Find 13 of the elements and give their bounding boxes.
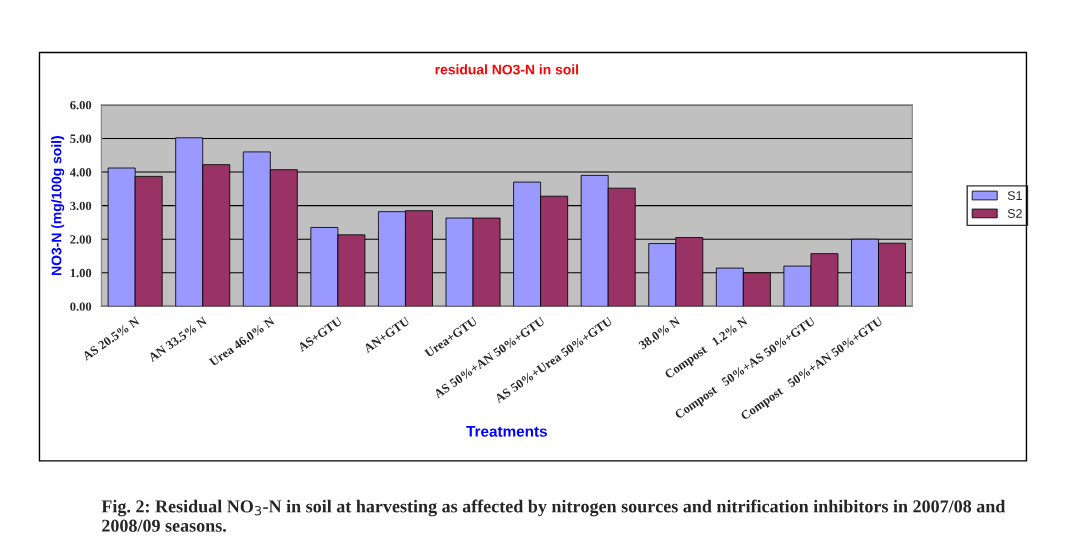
x-axis-title: Treatments: [466, 426, 547, 437]
legend-label: S2: [1007, 209, 1022, 218]
y-tick-label: 4.00: [69, 168, 92, 177]
legend-label: S1: [1007, 191, 1022, 201]
y-tick-label: 1.00: [70, 268, 92, 278]
y-tick-label: 0.00: [70, 302, 92, 311]
y-tick-label: 2.00: [70, 235, 92, 244]
text: Fig. 2: Residual NO$_{3}$-N in soil at harvesting as affected by nitrogen sources and nitrification inhibitors in 2007/08 and 2008/09 seasons.: [101, 499, 1006, 532]
y-axis-title: NO3-N (mg/100g soil): [51, 136, 65, 275]
y-tick-label: 5.00: [70, 134, 92, 143]
y-tick-label: 6.00: [70, 100, 92, 110]
y-tick-label: 3.00: [70, 201, 92, 211]
chart-title: residual NO3-N in soil: [435, 64, 579, 75]
